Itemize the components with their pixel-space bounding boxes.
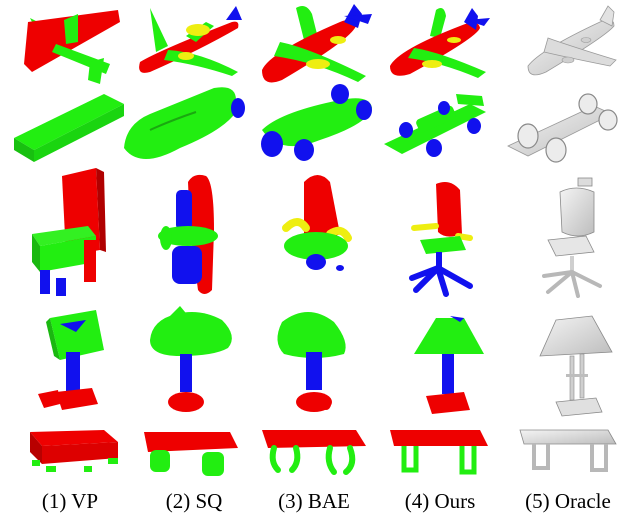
cell-ours-car [384,94,486,157]
cell-vp-table [30,430,118,472]
cell-vp-car [14,94,124,162]
cell-bae-table [262,430,366,475]
column-label-sq: (2) SQ [165,489,223,513]
cell-oracle-car [507,93,618,163]
cell-bae-lamp [277,312,346,412]
cell-vp-airplane [24,10,120,84]
cell-oracle-lamp [539,315,613,417]
cell-ours-table [390,430,488,475]
cell-ours-airplane [390,8,490,78]
column-label-bae: (3) BAE [278,489,350,513]
cell-bae-airplane [262,4,372,83]
cell-sq-chair [158,174,218,294]
cell-sq-car [124,87,245,159]
column-label-ours: (4) Ours [404,489,476,513]
cell-bae-car [261,84,372,161]
column-label-oracle: (5) Oracle [525,489,611,513]
cell-ours-chair [409,182,473,297]
cell-sq-table [144,432,238,476]
cell-oracle-chair [542,177,602,298]
cell-vp-lamp [38,310,104,410]
cell-oracle-table [519,429,617,472]
cell-bae-chair [282,175,352,271]
cell-oracle-airplane [527,5,617,76]
cell-sq-lamp [150,306,232,412]
column-label-vp: (1) VP [41,489,99,513]
cell-sq-airplane [139,6,242,76]
cell-ours-lamp [414,316,484,414]
cell-vp-chair [32,168,106,296]
